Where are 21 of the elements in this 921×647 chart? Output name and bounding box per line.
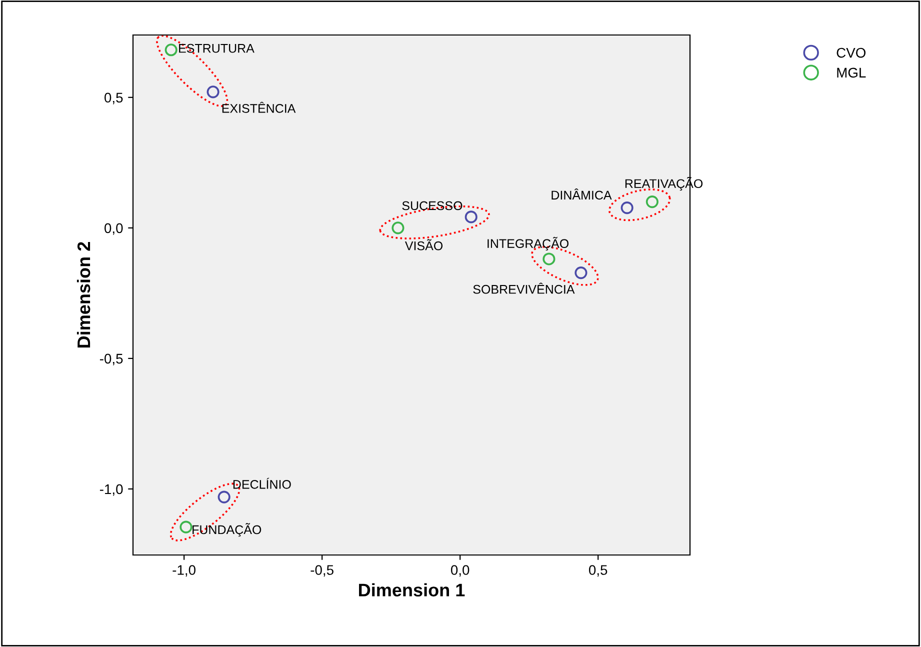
legend-label: MGL — [837, 68, 866, 78]
annotation: VISÃO — [404, 239, 443, 250]
annotation: DINÂMICA — [552, 188, 612, 200]
annotation: EXISTÊNCIA — [222, 102, 296, 113]
annotation: INTEGRAÇÃO — [488, 236, 569, 251]
annotation: SOBREVIVÊNCIA — [473, 282, 575, 294]
y-tick-label: -0,5 — [100, 354, 123, 366]
annotation: FUNDAÇÃO — [192, 523, 262, 537]
x-tick-label: -1,0 — [172, 565, 196, 577]
y-tick-label: -1,0 — [100, 484, 123, 496]
legend-label: CVO — [836, 48, 866, 58]
x-tick-label: -0,5 — [310, 565, 334, 577]
x-tick-label: 0,0 — [450, 565, 470, 577]
x-axis-title: Dimension 1 — [359, 583, 465, 596]
x-tick-label: 0,5 — [588, 565, 608, 577]
y-axis-title: Dimension 2 — [76, 242, 90, 348]
annotation: DECLÍNIO — [233, 478, 291, 489]
y-tick-label: 0,5 — [104, 92, 123, 104]
y-tick-label: 0,0 — [104, 223, 123, 235]
annotation: SUCESSO — [402, 201, 462, 210]
annotation: ESTRUTURA — [179, 44, 254, 53]
